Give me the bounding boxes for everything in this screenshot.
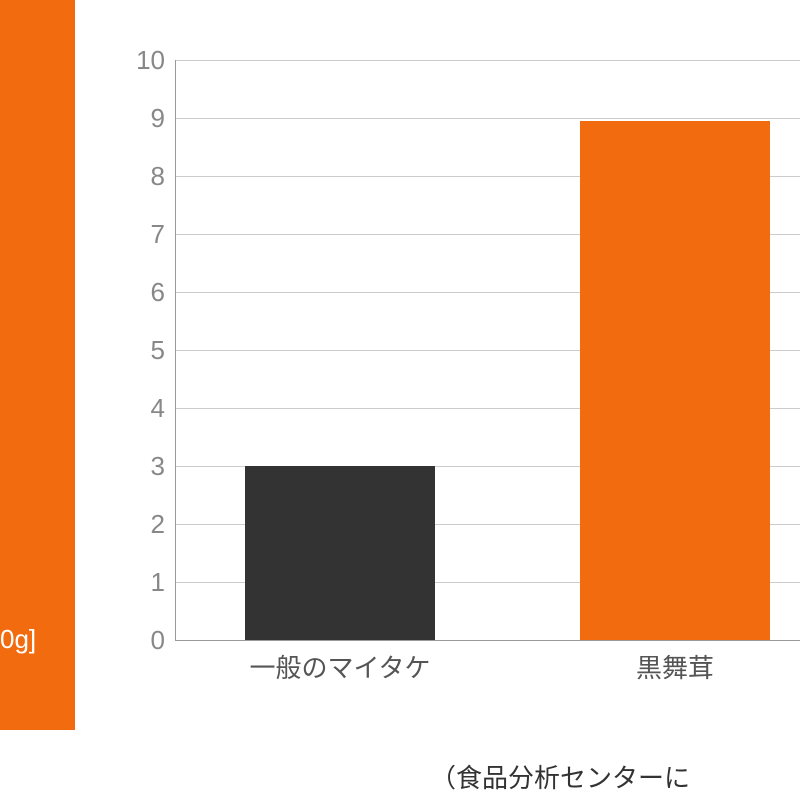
plot-area	[175, 60, 800, 640]
y-tick-label: 2	[105, 511, 165, 537]
y-tick-label: 5	[105, 337, 165, 363]
y-tick-label: 10	[105, 47, 165, 73]
y-tick-label: 7	[105, 221, 165, 247]
x-tick-label: 一般のマイタケ	[250, 648, 431, 685]
x-tick-label: 黒舞茸	[636, 648, 714, 685]
page-root: 0 1 2 3 4 5 6 7 8 9 10 一般のマイタケ 黒舞茸 0g] （食品分析センターに	[0, 0, 800, 800]
bar	[245, 466, 435, 640]
gridline	[175, 118, 800, 119]
y-tick-label: 0	[105, 627, 165, 653]
x-axis-line	[175, 640, 800, 641]
y-tick-label: 6	[105, 279, 165, 305]
caption-text: （食品分析センターに	[430, 758, 690, 795]
y-tick-label: 9	[105, 105, 165, 131]
gridline	[175, 60, 800, 61]
y-tick-label: 1	[105, 569, 165, 595]
y-tick-label: 4	[105, 395, 165, 421]
y-axis-line	[175, 60, 176, 640]
y-tick-label: 8	[105, 163, 165, 189]
y-axis-unit-label: 0g]	[0, 624, 36, 655]
y-tick-label: 3	[105, 453, 165, 479]
bar	[580, 121, 770, 640]
